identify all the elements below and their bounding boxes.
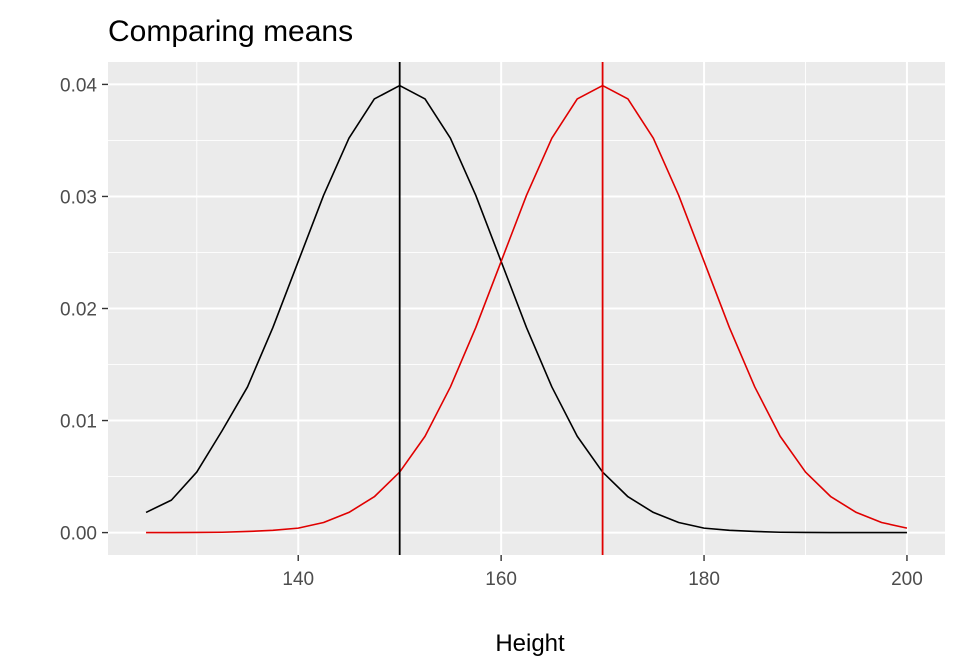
mean-lines	[398, 62, 604, 555]
series-layer	[145, 84, 908, 534]
chart-title: Comparing means	[108, 15, 353, 48]
x-tick-label: 200	[891, 569, 923, 590]
density-curve-1	[145, 84, 907, 534]
axis-ticks	[102, 83, 908, 561]
tick-labels: 140 160 180 200 0.00 0.01 0.02 0.03 0.04	[60, 75, 923, 590]
x-axis-title: Height	[495, 630, 565, 657]
y-tick-label: 0.01	[60, 412, 97, 433]
x-tick-label: 180	[688, 569, 720, 590]
major-gridlines	[108, 62, 945, 555]
density-curve-2	[146, 84, 908, 534]
y-tick-label: 0.04	[60, 75, 97, 96]
x-tick-label: 160	[485, 569, 517, 590]
x-tick-label: 140	[282, 569, 314, 590]
y-tick-label: 0.02	[60, 300, 97, 321]
y-tick-label: 0.00	[60, 524, 97, 545]
y-tick-label: 0.03	[60, 187, 97, 208]
